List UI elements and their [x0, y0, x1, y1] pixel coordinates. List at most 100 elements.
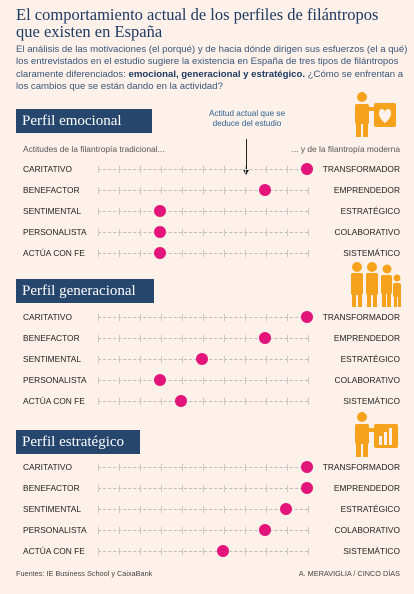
- scale-tick: [308, 548, 309, 555]
- scale-tick: [182, 314, 183, 321]
- scale-tick: [98, 229, 99, 236]
- scale-tick: [224, 314, 225, 321]
- scale-tick: [182, 166, 183, 173]
- scale-tick: [98, 506, 99, 513]
- scale-tick: [224, 527, 225, 534]
- scale-tick: [98, 398, 99, 405]
- scale-tick: [119, 527, 120, 534]
- family-group-icon: [351, 262, 401, 307]
- intro-text: El análisis de las motivaciones (el porq…: [16, 44, 408, 93]
- intro-part2: ¿Cómo se enfrentan a los cambios que se …: [16, 68, 404, 92]
- row-label-left: CARITATIVO: [23, 312, 73, 322]
- scale-tick: [266, 398, 267, 405]
- scale-tick: [203, 314, 204, 321]
- row-label-left: CARITATIVO: [23, 462, 73, 472]
- row-label-right: ESTRATÉGICO: [340, 504, 400, 514]
- scale-tick: [266, 506, 267, 513]
- scale-tick: [182, 527, 183, 534]
- scale-tick: [98, 527, 99, 534]
- scale-track: [98, 229, 309, 236]
- scale-tick: [119, 356, 120, 363]
- scale-tick: [161, 485, 162, 492]
- scale-tick: [287, 314, 288, 321]
- scale-tick: [287, 208, 288, 215]
- scale-tick: [182, 208, 183, 215]
- scale-tick: [98, 335, 99, 342]
- scale-tick: [308, 356, 309, 363]
- scale-track: [98, 485, 309, 492]
- scale-tick: [287, 464, 288, 471]
- scale-tick: [245, 485, 246, 492]
- data-point: [175, 395, 187, 407]
- scale-tick: [161, 548, 162, 555]
- row-label-left: PERSONALISTA: [23, 375, 87, 385]
- scale-tick: [140, 548, 141, 555]
- scale-tick: [182, 229, 183, 236]
- scale-tick: [140, 356, 141, 363]
- scale-tick: [98, 166, 99, 173]
- scale-tick: [161, 187, 162, 194]
- scale-tick: [308, 229, 309, 236]
- scale-tick: [119, 335, 120, 342]
- scale-tick: [203, 377, 204, 384]
- data-point: [154, 226, 166, 238]
- scale-track: [98, 506, 309, 513]
- scale-tick: [119, 464, 120, 471]
- annotation-arrow: [243, 139, 249, 175]
- scale-tick: [266, 166, 267, 173]
- scale-tick: [98, 464, 99, 471]
- page-title: El comportamiento actual de los perfiles…: [16, 5, 379, 41]
- subheader-traditional: Actitudes de la filantropía tradicional.…: [23, 144, 165, 154]
- scale-tick: [161, 527, 162, 534]
- scale-tick: [98, 250, 99, 257]
- scale-tick: [308, 506, 309, 513]
- scale-track: [98, 464, 309, 471]
- scale-tick: [119, 506, 120, 513]
- scale-tick: [245, 356, 246, 363]
- scale-tick: [224, 377, 225, 384]
- scale-tick: [140, 314, 141, 321]
- row-label-left: CARITATIVO: [23, 164, 73, 174]
- panel-title: Perfil estratégico: [16, 430, 140, 454]
- scale-tick: [119, 398, 120, 405]
- scale-tick: [203, 485, 204, 492]
- scale-track: [98, 187, 309, 194]
- scale-tick: [308, 250, 309, 257]
- scale-tick: [98, 377, 99, 384]
- scale-tick: [182, 548, 183, 555]
- scale-tick: [245, 187, 246, 194]
- scale-tick: [203, 229, 204, 236]
- scale-tick: [224, 187, 225, 194]
- row-label-right: ESTRATÉGICO: [340, 206, 400, 216]
- footer-source: Fuentes: IE Business School y CaixaBank: [16, 569, 153, 578]
- scale-tick: [140, 464, 141, 471]
- row-label-right: COLABORATIVO: [334, 525, 400, 535]
- row-label-right: TRANSFORMADOR: [322, 164, 400, 174]
- scale-tick: [308, 187, 309, 194]
- scale-tick: [98, 208, 99, 215]
- scale-track: [98, 314, 309, 321]
- scale-tick: [119, 485, 120, 492]
- scale-tick: [161, 335, 162, 342]
- scale-tick: [140, 229, 141, 236]
- scale-tick: [224, 229, 225, 236]
- scale-tick: [98, 314, 99, 321]
- scale-tick: [182, 377, 183, 384]
- scale-track: [98, 548, 309, 555]
- row-label-left: SENTIMENTAL: [23, 354, 82, 364]
- scale-tick: [203, 506, 204, 513]
- scale-track: [98, 208, 309, 215]
- scale-tick: [266, 229, 267, 236]
- scale-tick: [245, 208, 246, 215]
- data-point: [259, 524, 271, 536]
- scale-track: [98, 398, 309, 405]
- scale-tick: [266, 250, 267, 257]
- row-label-right: COLABORATIVO: [334, 375, 400, 385]
- scale-tick: [119, 314, 120, 321]
- scale-tick: [287, 548, 288, 555]
- row-label-left: ACTÚA CON FE: [23, 396, 85, 406]
- scale-tick: [161, 314, 162, 321]
- footer-credit: A. MERAVIGLIA / CINCO DÍAS: [298, 569, 400, 578]
- scale-tick: [119, 377, 120, 384]
- data-point: [217, 545, 229, 557]
